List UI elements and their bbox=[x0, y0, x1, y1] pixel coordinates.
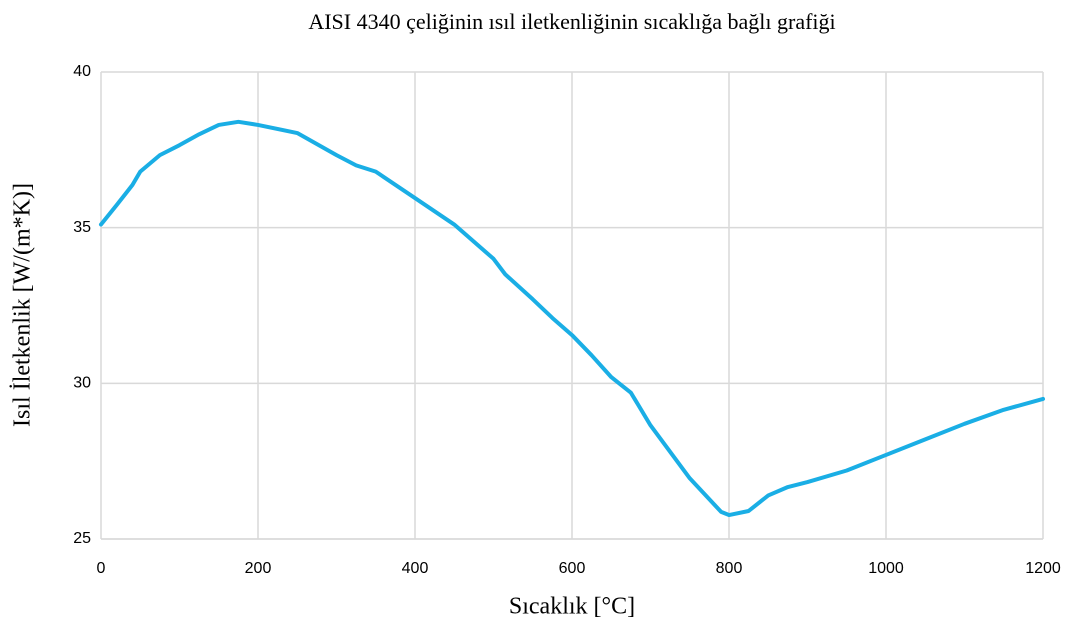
y-tick-label: 40 bbox=[73, 63, 91, 80]
x-tick-label: 200 bbox=[245, 560, 272, 577]
chart-title: AISI 4340 çeliğinin ısıl iletkenliğinin … bbox=[308, 9, 835, 34]
y-axis-label: Isıl İletkenlik [W/(m*K)] bbox=[10, 183, 36, 427]
x-tick-label: 0 bbox=[97, 560, 106, 577]
x-tick-label: 1000 bbox=[868, 560, 904, 577]
data-line bbox=[99, 119, 1045, 518]
x-axis-label: Sıcaklık [°C] bbox=[509, 594, 635, 620]
x-tick-label: 400 bbox=[402, 560, 429, 577]
y-tick-label: 30 bbox=[73, 375, 91, 392]
y-tick-label: 35 bbox=[73, 219, 91, 236]
x-tick-label: 800 bbox=[716, 560, 743, 577]
x-tick-label: 1200 bbox=[1025, 560, 1061, 577]
y-tick-label: 25 bbox=[73, 530, 91, 547]
x-tick-label: 600 bbox=[559, 560, 586, 577]
